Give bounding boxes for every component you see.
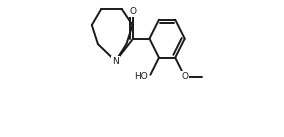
- Text: N: N: [112, 57, 119, 65]
- Text: O: O: [130, 7, 137, 16]
- Text: HO: HO: [134, 72, 148, 81]
- Text: O: O: [181, 72, 188, 81]
